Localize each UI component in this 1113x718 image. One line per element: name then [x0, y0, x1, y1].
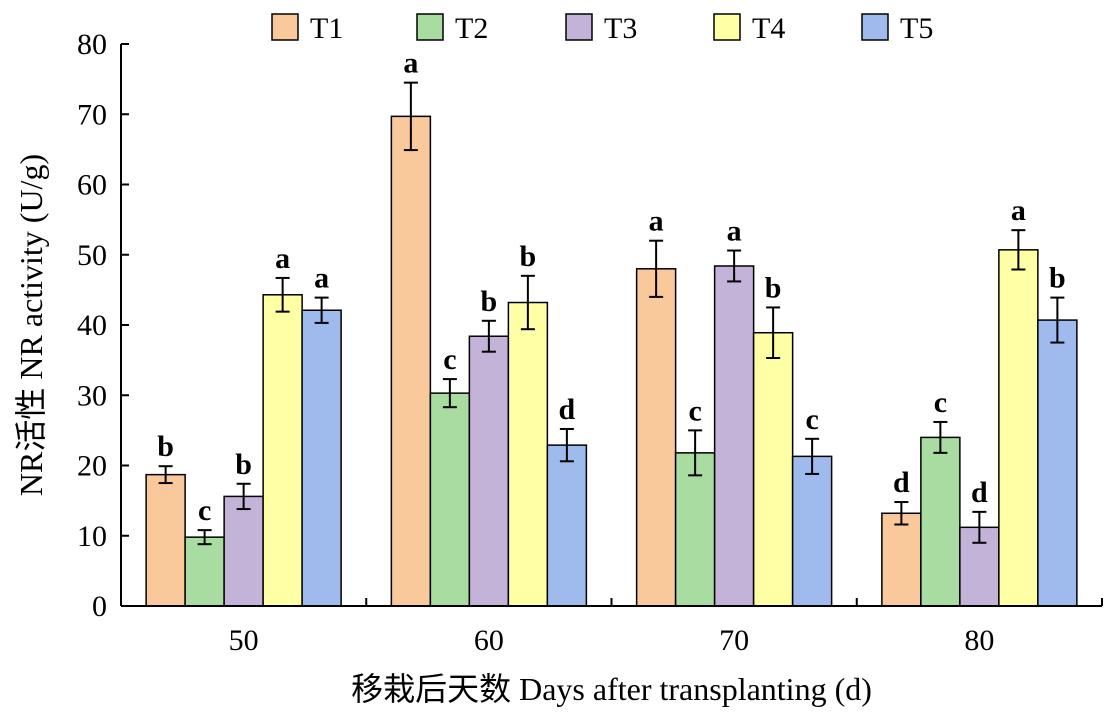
- legend-label: T2: [455, 12, 488, 45]
- error-bar: [314, 296, 329, 324]
- bars: [145, 115, 1078, 607]
- error-bar: [520, 274, 535, 331]
- y-tick-label: 0: [92, 590, 107, 623]
- significance-label: a: [649, 205, 664, 238]
- legend-label: T4: [752, 12, 785, 45]
- error-bar: [805, 437, 820, 475]
- significance-label: b: [481, 285, 498, 318]
- y-tick-label: 20: [77, 450, 107, 483]
- bar-t1-70: [635, 268, 677, 607]
- legend-item-t2: T2: [416, 12, 488, 45]
- significance-label: a: [727, 215, 742, 248]
- bar-t5-50: [301, 309, 342, 607]
- error-bar: [894, 501, 909, 526]
- error-bar: [1011, 229, 1026, 271]
- significance-label: a: [1011, 194, 1026, 227]
- bar-t1-60: [390, 115, 432, 607]
- legend-swatch: [565, 13, 593, 41]
- bar-t1-80: [881, 512, 922, 607]
- legend-item-t1: T1: [271, 12, 343, 45]
- error-bar: [933, 420, 948, 454]
- bar-t5-80: [1037, 319, 1078, 607]
- y-tick-label: 40: [77, 309, 107, 342]
- error-bar: [275, 276, 290, 313]
- legend-swatch: [271, 13, 299, 41]
- error-bar: [559, 427, 574, 463]
- x-tick-label: 50: [229, 624, 259, 657]
- significance-label: b: [520, 240, 537, 273]
- significance-label: c: [805, 403, 818, 436]
- x-ticks: 50 60 70 80: [229, 598, 1103, 657]
- legend: T1 T2 T3 T4 T5: [271, 12, 933, 45]
- bar-t2-70: [674, 452, 716, 607]
- error-bar: [236, 482, 251, 511]
- legend-label: T5: [900, 12, 933, 45]
- legend-item-t3: T3: [565, 12, 637, 45]
- bar-t5-60: [546, 444, 588, 607]
- significance-label: b: [765, 271, 782, 304]
- bar-t2-50: [184, 536, 225, 607]
- error-bar: [1050, 296, 1065, 344]
- bar-t1-50: [145, 473, 186, 607]
- bar-t2-80: [920, 436, 961, 607]
- significance-label: c: [934, 386, 947, 419]
- error-bars: [158, 81, 1065, 546]
- significance-label: a: [314, 262, 329, 295]
- significance-label: d: [971, 476, 988, 509]
- error-bar: [972, 510, 987, 544]
- y-ticks: 0 10 20 30 40 50 60 70 80: [77, 28, 129, 623]
- error-bar: [766, 306, 781, 360]
- error-bar: [442, 378, 457, 409]
- error-bar: [158, 465, 173, 485]
- significance-label: b: [235, 448, 252, 481]
- y-tick-label: 70: [77, 98, 107, 131]
- error-bar: [688, 429, 703, 477]
- error-bar: [727, 249, 742, 283]
- significance-label: c: [688, 394, 701, 427]
- significance-label: d: [893, 466, 910, 499]
- y-tick-label: 60: [77, 169, 107, 202]
- error-bar: [403, 81, 418, 152]
- legend-swatch: [861, 13, 889, 41]
- bar-t4-60: [507, 301, 549, 607]
- legend-swatch: [713, 13, 741, 41]
- error-bar: [481, 319, 496, 353]
- legend-label: T3: [604, 12, 637, 45]
- bar-t4-80: [998, 249, 1039, 607]
- bar-t4-70: [752, 331, 794, 607]
- bar-t5-70: [791, 455, 833, 607]
- significance-label: a: [275, 242, 290, 275]
- bar-t4-50: [262, 294, 303, 607]
- significance-label: b: [1049, 262, 1066, 295]
- legend-item-t4: T4: [713, 12, 785, 45]
- y-tick-label: 30: [77, 379, 107, 412]
- y-tick-label: 10: [77, 520, 107, 553]
- significance-label: c: [443, 343, 456, 376]
- y-tick-label: 50: [77, 239, 107, 272]
- legend-label: T1: [310, 12, 343, 45]
- significance-label: c: [198, 494, 211, 527]
- y-axis-title: NR活性 NR activity (U/g): [13, 154, 49, 496]
- error-bar: [197, 529, 212, 546]
- significance-label: a: [403, 47, 418, 80]
- bar-t3-50: [223, 495, 264, 607]
- legend-item-t5: T5: [861, 12, 933, 45]
- x-tick-label: 70: [719, 624, 749, 657]
- x-axis-title: 移栽后天数 Days after transplanting (d): [351, 671, 872, 707]
- bar-t2-60: [429, 392, 471, 607]
- x-tick-label: 60: [474, 624, 504, 657]
- legend-swatch: [416, 13, 444, 41]
- x-tick-label: 80: [964, 624, 994, 657]
- significance-label: b: [157, 430, 174, 463]
- error-bar: [649, 239, 664, 298]
- bar-t3-60: [468, 335, 510, 607]
- y-tick-label: 80: [77, 28, 107, 61]
- bar-t3-70: [713, 265, 755, 607]
- significance-label: d: [559, 393, 576, 426]
